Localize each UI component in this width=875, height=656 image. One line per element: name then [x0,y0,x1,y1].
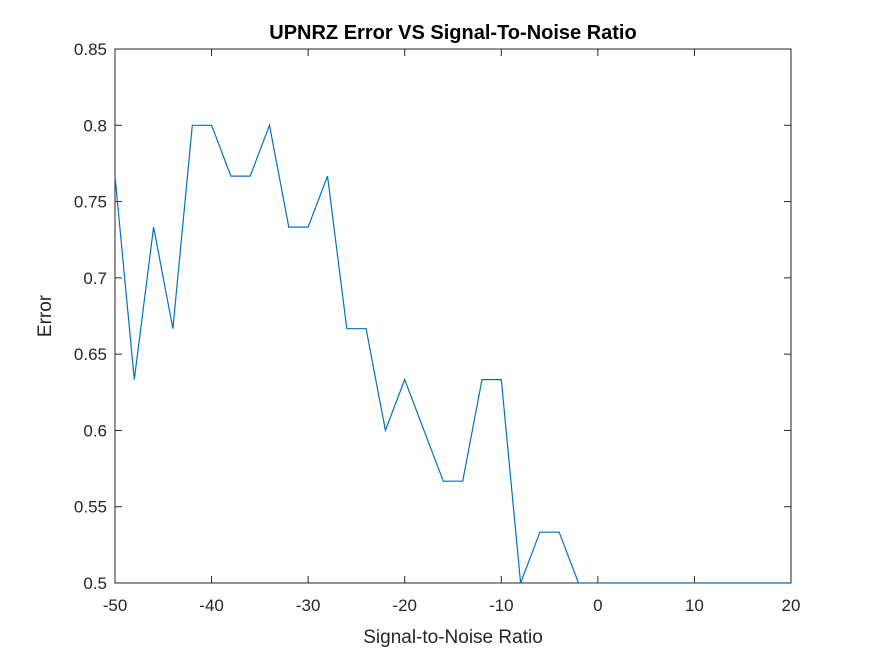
x-tick-label: 20 [782,596,801,615]
x-tick-label: -30 [296,596,321,615]
y-tick-label: 0.75 [74,193,107,212]
series-line [114,123,791,584]
x-axis-label: Signal-to-Noise Ratio [363,627,543,648]
plot-area [114,48,792,584]
y-tick-label: 0.85 [74,40,107,59]
y-axis-label: Error [35,294,56,337]
x-tick-label: -10 [489,596,514,615]
y-tick-label: 0.8 [83,116,107,135]
y-tick-label: 0.5 [83,574,107,593]
y-tick-label: 0.7 [83,269,107,288]
x-tick-label: 10 [685,596,704,615]
x-tick-label: -50 [103,596,128,615]
x-tick-label: -20 [392,596,417,615]
series-layer [114,123,791,584]
x-tick-label: -40 [199,596,224,615]
y-tick-label: 0.6 [83,421,107,440]
x-tick-label: 0 [593,596,602,615]
y-tick-label: 0.55 [74,498,107,517]
x-axis: -50 -40 -30 -20 -10 0 10 20 [103,49,801,615]
y-tick-label: 0.65 [74,345,107,364]
chart-title: UPNRZ Error VS Signal-To-Noise Ratio [269,22,636,44]
y-axis: 0.5 0.55 0.6 0.65 0.7 0.75 0.8 0.85 [74,40,791,593]
